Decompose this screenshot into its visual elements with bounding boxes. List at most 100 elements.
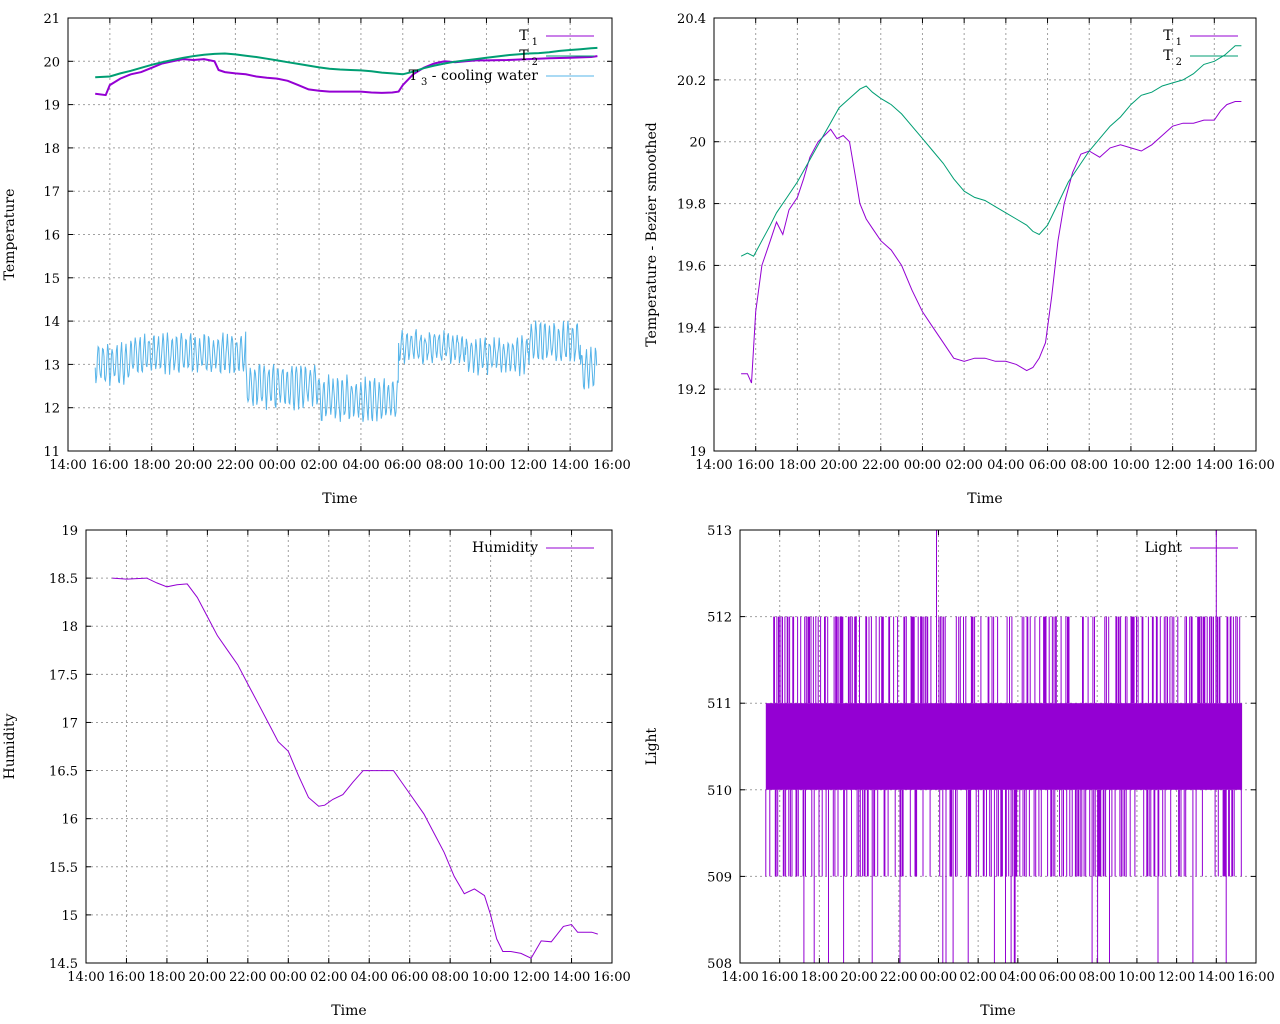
plot-area [740, 45, 1242, 384]
series-line-2 [740, 45, 1242, 257]
x-tick-label: 14:00 [553, 970, 590, 985]
x-tick-label: 02:00 [310, 970, 347, 985]
y-tick-label: 16 [61, 813, 78, 828]
legend-main: T [409, 68, 419, 84]
x-tick-label: 02:00 [945, 458, 982, 473]
y-tick-label: 21 [43, 12, 60, 27]
y-tick-label: 512 [707, 611, 732, 626]
plot-area [112, 577, 598, 959]
y-tick-label: 16.5 [49, 765, 78, 780]
x-tick-label: 04:00 [350, 970, 387, 985]
x-tick-label: 00:00 [904, 458, 941, 473]
x-tick-label: 12:00 [510, 458, 547, 473]
x-tick-label: 16:00 [91, 458, 128, 473]
x-tick-label: 00:00 [270, 970, 307, 985]
y-tick-label: 19.4 [677, 321, 706, 336]
x-axis-label: Time [331, 1003, 366, 1019]
y-tick-label: 509 [707, 870, 732, 885]
x-tick-label: 14:00 [49, 458, 86, 473]
y-tick-label: 15 [61, 909, 78, 924]
x-tick-label: 22:00 [229, 970, 266, 985]
x-tick-label: 08:00 [1078, 970, 1115, 985]
y-tick-label: 11 [43, 445, 60, 460]
legend-suffix: - cooling water [427, 68, 538, 84]
y-axis-label: Light [644, 727, 660, 765]
x-tick-label: 04:00 [999, 970, 1036, 985]
x-tick-label: 10:00 [1118, 970, 1155, 985]
y-tick-label: 19 [43, 99, 60, 114]
y-tick-label: 19.8 [677, 198, 706, 213]
x-tick-label: 08:00 [426, 458, 463, 473]
series-line-1 [741, 101, 1242, 384]
plot-area [94, 46, 598, 422]
x-tick-label: 20:00 [820, 458, 857, 473]
chart-panel-1: 14:00 16:00 18:00 20:00 22:00 00:00 02:00 04:00… [2, 12, 631, 507]
series-line-3 [94, 320, 598, 422]
light-band [765, 703, 1243, 790]
y-tick-label: 20 [43, 55, 60, 70]
x-tick-label: 16:00 [108, 970, 145, 985]
x-tick-label: 14:00 [721, 970, 758, 985]
x-tick-label: 02:00 [959, 970, 996, 985]
y-tick-label: 14.5 [49, 957, 78, 972]
y-tick-label: 19.2 [677, 383, 706, 398]
x-tick-label: 08:00 [1070, 458, 1107, 473]
y-tick-label: 18 [43, 142, 60, 157]
legend-main: T [519, 28, 529, 44]
x-tick-label: 18:00 [801, 970, 838, 985]
x-tick-label: 14:00 [67, 970, 104, 985]
y-tick-label: 18.5 [49, 572, 78, 587]
y-tick-label: 17 [61, 716, 78, 731]
y-tick-label: 19 [61, 524, 78, 539]
y-tick-label: 13 [43, 358, 60, 373]
x-tick-label: 16:00 [1237, 970, 1274, 985]
series-line-1 [112, 577, 598, 959]
x-tick-label: 12:00 [1154, 458, 1191, 473]
x-tick-label: 00:00 [258, 458, 295, 473]
x-axis-label: Time [980, 1003, 1015, 1019]
legend-main: T [1163, 28, 1173, 44]
chart-panel-2: 14:00 16:00 18:00 20:00 22:00 00:00 02:00 04:00… [644, 12, 1275, 507]
light-spikes [765, 530, 1242, 963]
x-tick-label: 20:00 [175, 458, 212, 473]
x-tick-label: 20:00 [189, 970, 226, 985]
x-tick-label: 18:00 [779, 458, 816, 473]
x-tick-label: 00:00 [920, 970, 957, 985]
y-tick-label: 19 [689, 445, 706, 460]
x-tick-label: 06:00 [391, 970, 428, 985]
y-tick-label: 20.2 [677, 74, 706, 89]
x-tick-label: 04:00 [342, 458, 379, 473]
series-line-2 [95, 46, 598, 79]
legend-sub: 2 [1176, 57, 1182, 68]
x-tick-label: 02:00 [300, 458, 337, 473]
x-axis-label: Time [967, 491, 1002, 507]
x-tick-label: 06:00 [1029, 458, 1066, 473]
x-tick-label: 06:00 [1039, 970, 1076, 985]
chart-panel-3: 14:00 16:00 18:00 20:00 22:00 00:00 02:00 04:00… [2, 524, 631, 1019]
x-tick-label: 16:00 [1237, 458, 1274, 473]
y-axis-label: Temperature - Bezier smoothed [644, 122, 660, 346]
y-tick-label: 12 [43, 402, 60, 417]
plot-frame [713, 17, 1257, 452]
x-tick-label: 04:00 [987, 458, 1024, 473]
x-tick-label: 14:00 [551, 458, 588, 473]
y-tick-label: 16 [43, 229, 60, 244]
y-tick-label: 17.5 [49, 668, 78, 683]
legend-sub: 1 [1176, 37, 1182, 48]
x-tick-label: 10:00 [1112, 458, 1149, 473]
x-tick-label: 14:00 [1196, 458, 1233, 473]
x-tick-label: 12:00 [512, 970, 549, 985]
x-axis-label: Time [322, 491, 357, 507]
plot-frame [739, 529, 1257, 964]
x-tick-label: 22:00 [862, 458, 899, 473]
plot-frame [67, 17, 613, 452]
x-tick-label: 22:00 [880, 970, 917, 985]
chart-panel-4: 14:00 16:00 18:00 20:00 22:00 00:00 02:00 04:00… [644, 524, 1275, 1019]
x-tick-label: 08:00 [431, 970, 468, 985]
y-tick-label: 14 [43, 315, 60, 330]
